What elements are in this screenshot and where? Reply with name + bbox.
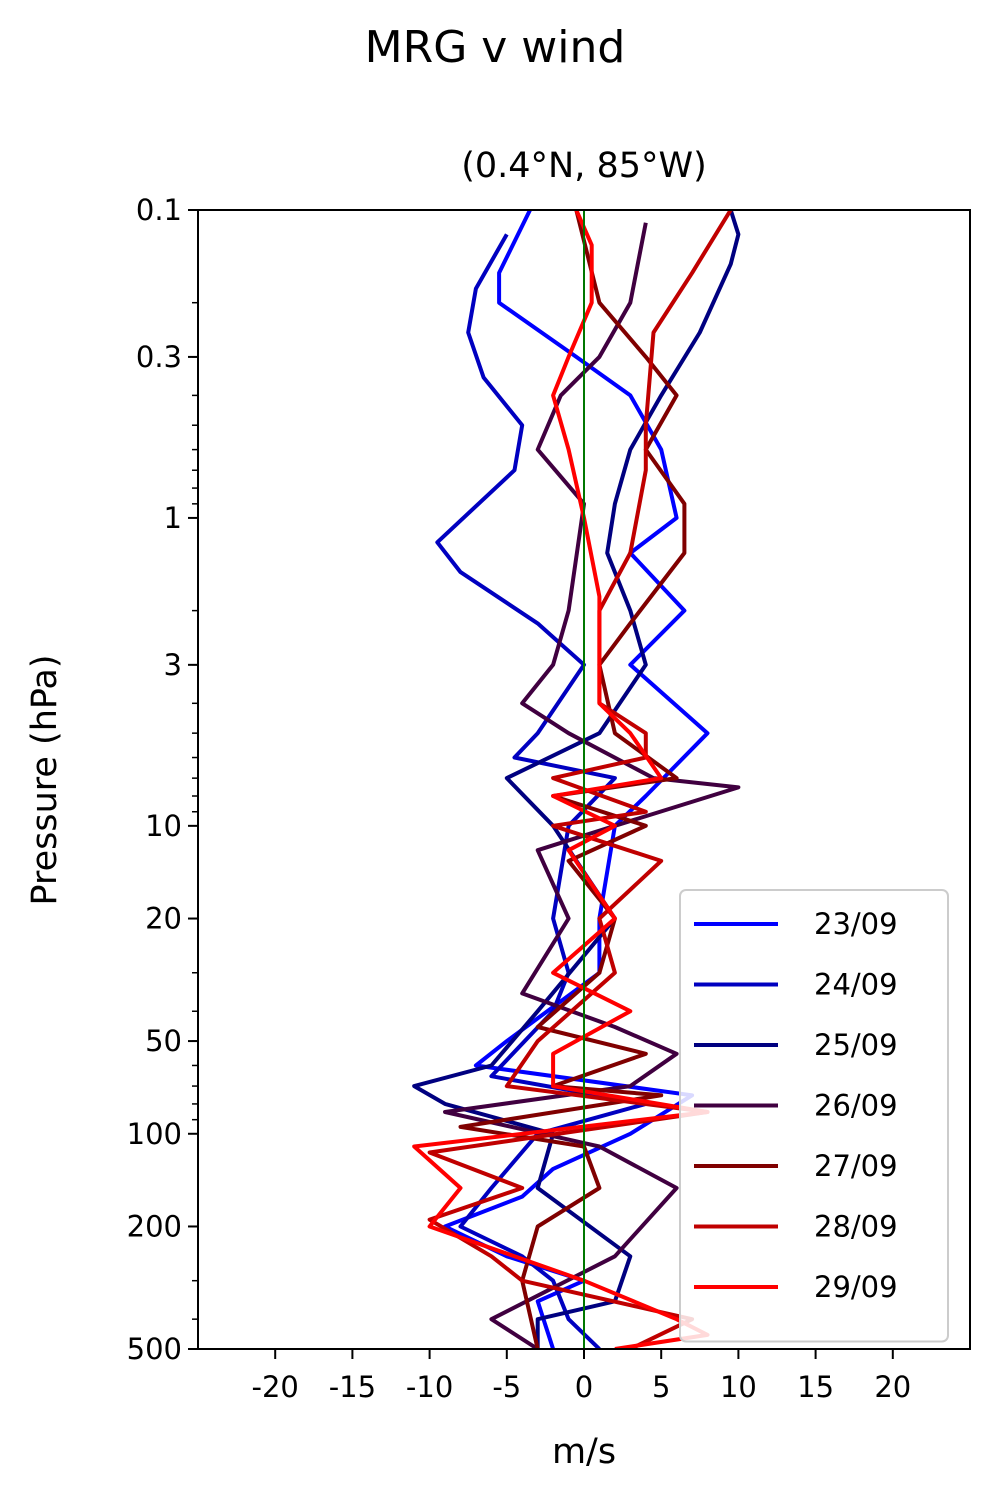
x-axis-ticks: -20 -15 -10 -5 0 5 10 15 20: [252, 1349, 911, 1404]
y-tick-label: 20: [145, 902, 182, 936]
y-tick-label: 0.1: [136, 193, 182, 227]
y-tick-label: 1: [164, 501, 182, 535]
series-line-2: [435, 233, 648, 1349]
x-tick-label: -20: [252, 1370, 299, 1404]
series-line-7: [412, 210, 710, 1349]
series-line-6: [427, 210, 733, 1349]
y-tick-label: 500: [127, 1332, 182, 1366]
y-tick-label: 100: [127, 1117, 182, 1151]
y-tick-label: 0.3: [136, 340, 182, 374]
legend-entry-label: 25/09: [814, 1028, 898, 1062]
x-tick-label: 10: [720, 1370, 757, 1404]
x-tick-label: 5: [652, 1370, 670, 1404]
legend-entry-label: 24/09: [814, 968, 898, 1002]
series-line-1: [443, 210, 710, 1349]
y-tick-label: 200: [127, 1209, 182, 1243]
legend-entry-label: 28/09: [814, 1210, 898, 1244]
legend-entry-label: 29/09: [814, 1270, 898, 1304]
x-tick-label: -5: [492, 1370, 521, 1404]
y-tick-label: 50: [145, 1024, 182, 1058]
legend-entry-label: 23/09: [814, 907, 898, 941]
x-tick-label: -10: [406, 1370, 453, 1404]
x-tick-label: -15: [329, 1370, 376, 1404]
x-tick-label: 20: [874, 1370, 911, 1404]
legend-entry-label: 27/09: [814, 1149, 898, 1183]
legend: 23/09 24/09 25/09 26/09 27/09 28/09 29/09: [679, 889, 949, 1343]
x-axis-label: m/s: [551, 1432, 617, 1472]
legend-entry-label: 26/09: [814, 1089, 898, 1123]
x-tick-label: 0: [575, 1370, 593, 1404]
plot-subtitle: (0.4°N, 85°W): [461, 146, 707, 186]
y-tick-label: 10: [145, 809, 182, 843]
series-lines: [412, 210, 741, 1349]
y-axis-ticks: 0.1 0.3 1 3 10 20 50 100 200 500: [127, 193, 198, 1366]
legend-box: [679, 889, 949, 1343]
y-tick-label: 3: [164, 648, 182, 682]
figure-title: MRG v wind: [364, 22, 626, 73]
x-tick-label: 15: [797, 1370, 834, 1404]
